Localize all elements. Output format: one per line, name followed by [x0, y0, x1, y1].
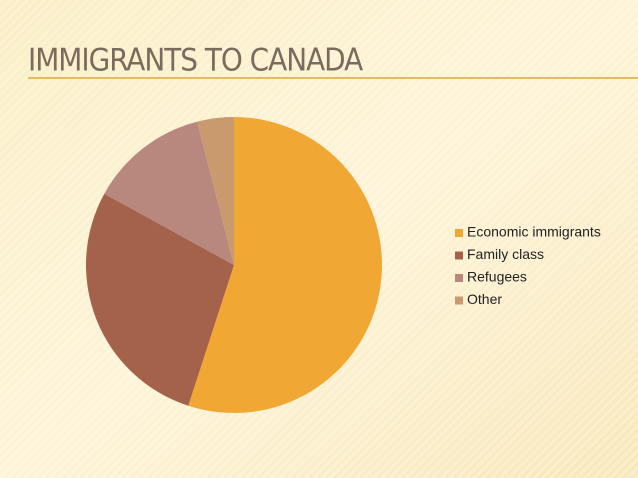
legend-label: Family class: [467, 246, 544, 262]
legend-label: Refugees: [467, 269, 527, 285]
pie: [86, 117, 382, 413]
legend-label: Economic immigrants: [467, 224, 601, 240]
legend-swatch: [455, 296, 463, 305]
pie-slice: [188, 117, 382, 413]
legend-swatch: [455, 274, 463, 282]
legend-swatch: [455, 251, 463, 260]
pie-slice: [104, 121, 234, 265]
legend: Economic immigrants Family class Refugees O…: [455, 224, 601, 307]
pie-slice: [86, 193, 234, 406]
chart-title: IMMIGRANTS TO CANADA: [28, 43, 363, 79]
legend-swatch: [455, 229, 463, 237]
legend-label: Other: [467, 291, 502, 307]
pie-slice: [197, 117, 234, 265]
